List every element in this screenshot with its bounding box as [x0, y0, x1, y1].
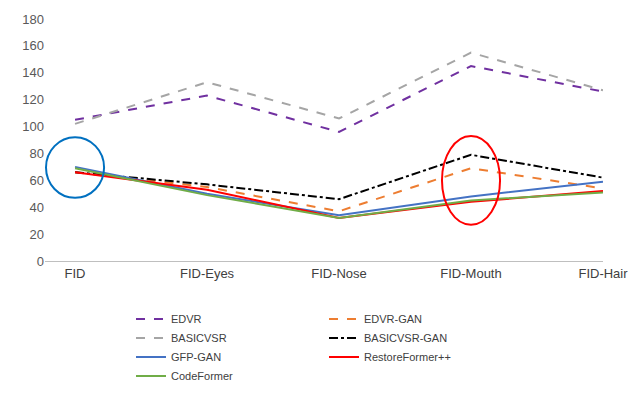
svg-text:0: 0 [37, 254, 44, 269]
svg-text:FID-Hair: FID-Hair [578, 266, 628, 281]
svg-text:FID-Nose: FID-Nose [311, 266, 367, 281]
svg-text:FID: FID [65, 266, 86, 281]
svg-text:BASICVSR: BASICVSR [171, 332, 227, 344]
svg-text:RestoreFormer++: RestoreFormer++ [364, 351, 451, 363]
svg-text:20: 20 [30, 227, 44, 242]
svg-text:BASICVSR-GAN: BASICVSR-GAN [364, 332, 447, 344]
svg-text:FID-Mouth: FID-Mouth [440, 266, 501, 281]
svg-text:EDVR: EDVR [171, 313, 202, 325]
svg-text:100: 100 [22, 119, 44, 134]
svg-text:40: 40 [30, 200, 44, 215]
svg-text:EDVR-GAN: EDVR-GAN [364, 313, 422, 325]
svg-text:180: 180 [22, 12, 44, 27]
svg-text:60: 60 [30, 173, 44, 188]
svg-text:GFP-GAN: GFP-GAN [171, 351, 221, 363]
svg-text:160: 160 [22, 38, 44, 53]
svg-text:80: 80 [30, 146, 44, 161]
svg-text:CodeFormer: CodeFormer [171, 370, 233, 382]
svg-text:140: 140 [22, 65, 44, 80]
svg-text:FID-Eyes: FID-Eyes [180, 266, 235, 281]
svg-text:120: 120 [22, 92, 44, 107]
